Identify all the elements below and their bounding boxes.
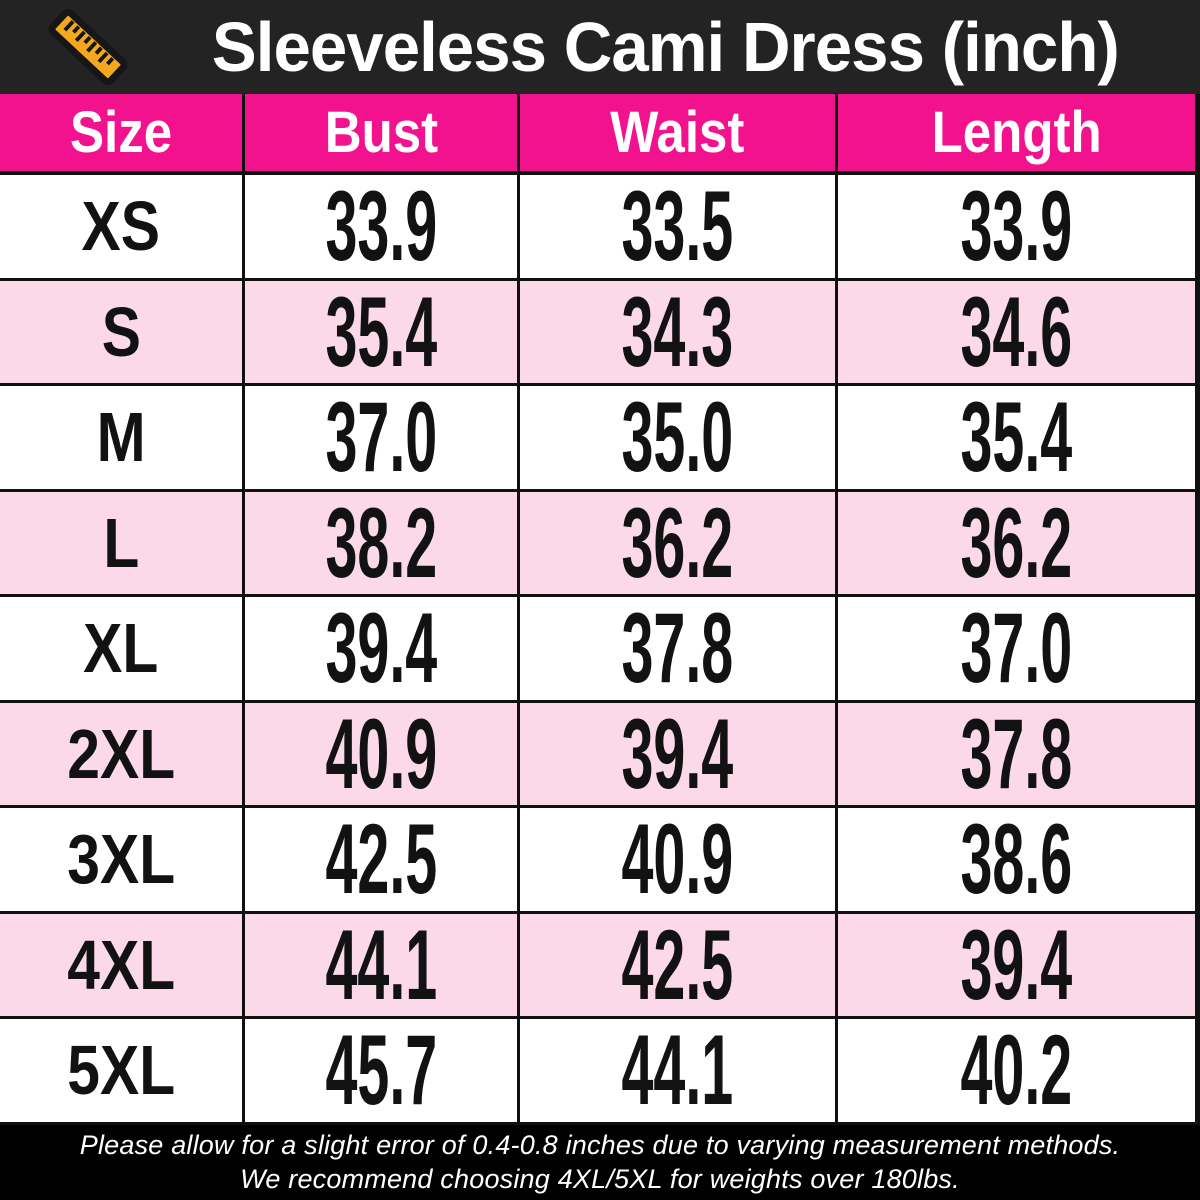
column-header-bust: Bust	[244, 94, 521, 175]
size-cell-5xl: 5XL	[0, 1019, 245, 1125]
waist-cell-xs: 33.5	[520, 170, 838, 281]
waist-cell-5xl: 44.1	[520, 1014, 838, 1125]
size-chart-table: Size Bust Waist Length XS 33.9 33.5 33.9…	[0, 94, 1200, 1125]
size-cell-xs: XS	[0, 175, 245, 281]
length-cell-xs: 33.9	[837, 170, 1200, 281]
title-bar: Sleeveless Cami Dress (inch)	[0, 0, 1200, 94]
size-cell-m: M	[0, 386, 245, 492]
length-cell-m: 35.4	[837, 381, 1200, 492]
column-header-size: Size	[0, 94, 245, 175]
waist-cell-m: 35.0	[520, 381, 838, 492]
bust-cell-4xl: 44.1	[244, 909, 521, 1020]
size-cell-2xl: 2XL	[0, 702, 245, 808]
bust-cell-xl: 39.4	[244, 592, 521, 703]
size-cell-xl: XL	[0, 597, 245, 703]
bust-cell-xs: 33.9	[244, 170, 521, 281]
bust-cell-2xl: 40.9	[244, 698, 521, 809]
waist-cell-s: 34.3	[520, 276, 838, 387]
length-cell-5xl: 40.2	[837, 1014, 1200, 1125]
waist-cell-4xl: 42.5	[520, 909, 838, 1020]
footer-note-line2: We recommend choosing 4XL/5XL for weight…	[240, 1163, 960, 1194]
title-wrap: Sleeveless Cami Dress (inch)	[145, 7, 1200, 87]
waist-cell-2xl: 39.4	[520, 698, 838, 809]
length-cell-4xl: 39.4	[837, 909, 1200, 1020]
bust-cell-5xl: 45.7	[244, 1014, 521, 1125]
page-title: Sleeveless Cami Dress (inch)	[212, 8, 1120, 86]
waist-cell-3xl: 40.9	[520, 803, 838, 914]
column-header-length: Length	[837, 94, 1200, 175]
bust-cell-m: 37.0	[244, 381, 521, 492]
column-header-waist: Waist	[520, 94, 838, 175]
bust-cell-s: 35.4	[244, 276, 521, 387]
bust-cell-l: 38.2	[244, 487, 521, 598]
length-cell-2xl: 37.8	[837, 698, 1200, 809]
footer-note-line1: Please allow for a slight error of 0.4-0…	[79, 1129, 1121, 1160]
bust-cell-3xl: 42.5	[244, 803, 521, 914]
waist-cell-xl: 37.8	[520, 592, 838, 703]
size-cell-s: S	[0, 280, 245, 386]
length-cell-xl: 37.0	[837, 592, 1200, 703]
length-cell-3xl: 38.6	[837, 803, 1200, 914]
ruler-icon	[30, 3, 145, 91]
length-cell-l: 36.2	[837, 487, 1200, 598]
footer-note: Please allow for a slight error of 0.4-0…	[0, 1124, 1200, 1200]
size-cell-4xl: 4XL	[0, 913, 245, 1019]
length-cell-s: 34.6	[837, 276, 1200, 387]
waist-cell-l: 36.2	[520, 487, 838, 598]
size-cell-3xl: 3XL	[0, 808, 245, 914]
size-cell-l: L	[0, 491, 245, 597]
